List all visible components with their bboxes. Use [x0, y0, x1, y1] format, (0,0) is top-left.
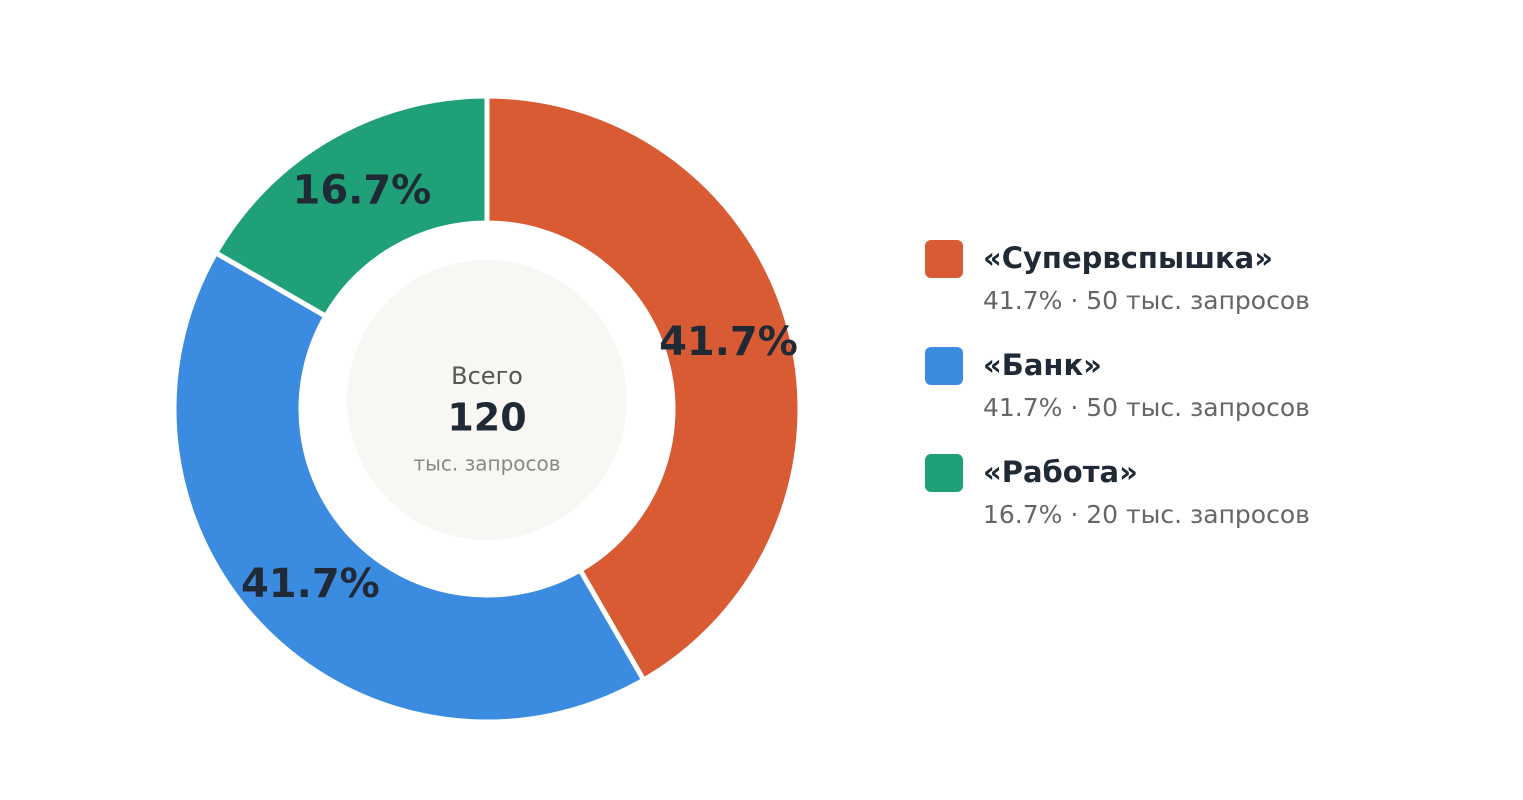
legend-detail: 16.7% · 20 тыс. запросов	[983, 500, 1310, 529]
legend-name: «Супервспышка»	[983, 241, 1273, 275]
legend-name: «Работа»	[983, 455, 1138, 489]
center-value: 120	[447, 396, 526, 440]
center-label: Всего	[451, 362, 523, 390]
legend-detail: 41.7% · 50 тыс. запросов	[983, 393, 1310, 422]
center-unit: тыс. запросов	[413, 452, 560, 476]
legend-detail: 41.7% · 50 тыс. запросов	[983, 286, 1310, 315]
donut-segment	[484, 93, 803, 684]
legend-name: «Банк»	[983, 348, 1102, 382]
legend-swatch	[925, 454, 963, 492]
segment-label: 41.7%	[241, 561, 380, 607]
segment-label: 41.7%	[659, 319, 798, 365]
segment-label: 16.7%	[292, 168, 431, 214]
donut-segment	[212, 93, 490, 320]
donut-segment	[171, 249, 648, 725]
legend-swatch	[925, 347, 963, 385]
legend-swatch	[925, 240, 963, 278]
donut	[171, 93, 803, 725]
center-plate	[347, 260, 627, 540]
